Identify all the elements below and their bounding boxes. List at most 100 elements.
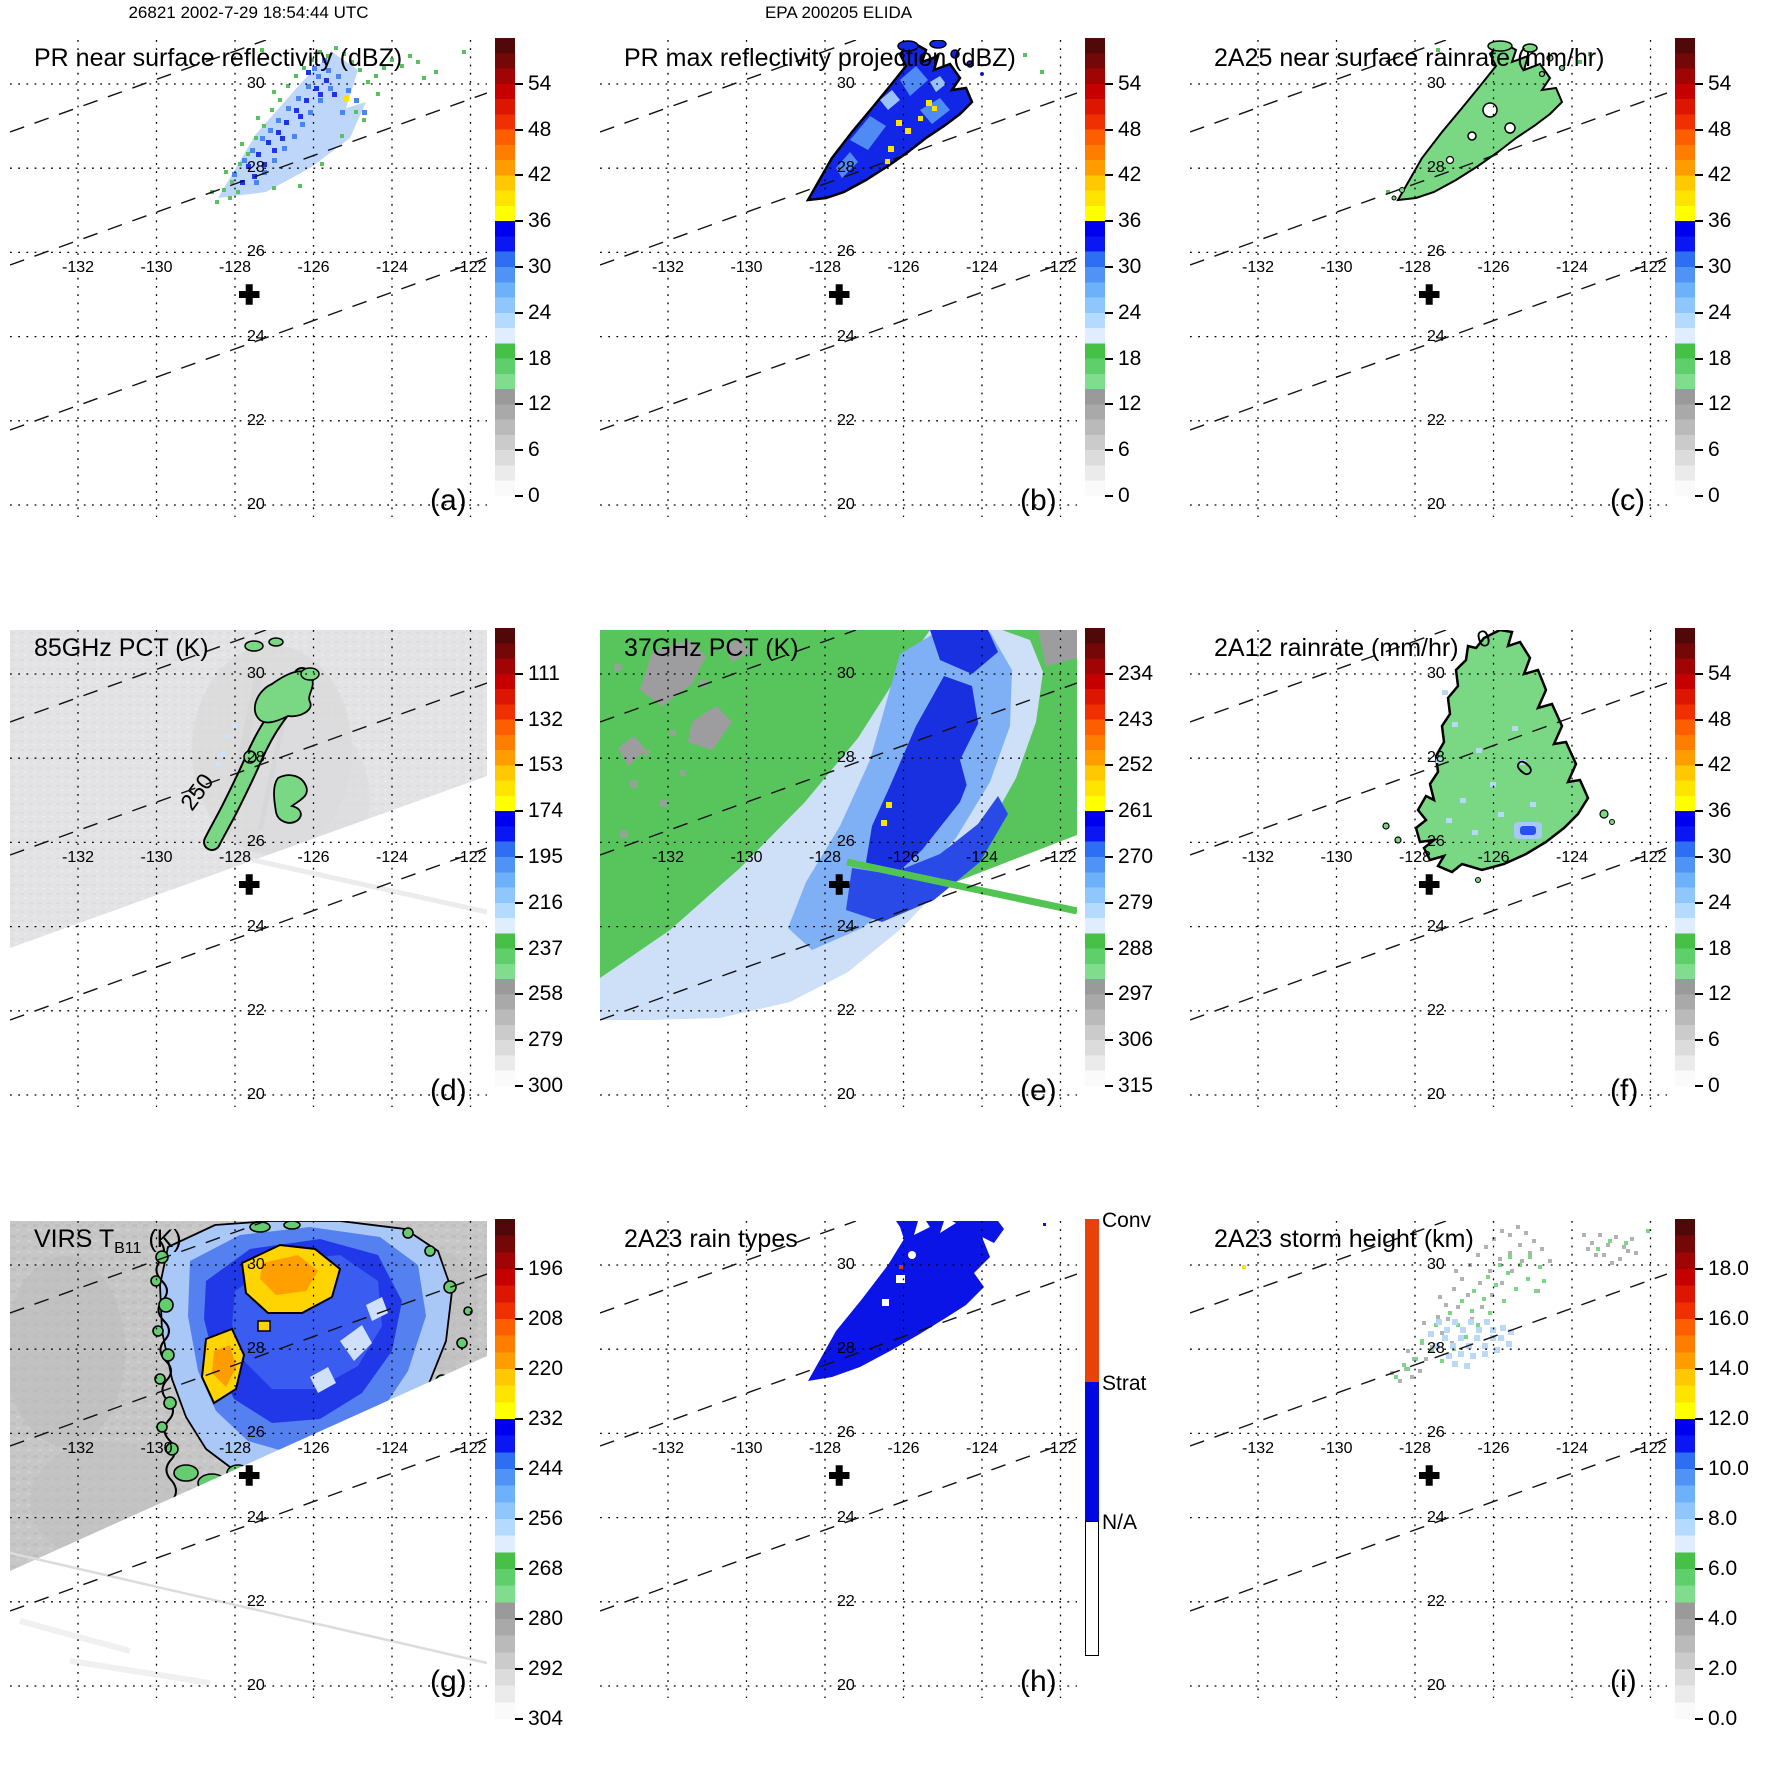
graticule-dotted-lines — [1190, 40, 1667, 517]
colorbar-tick-mark — [515, 357, 523, 360]
colorbar-tick-label: 6 — [1708, 438, 1720, 462]
panel-d: 250 -132 -130 -128 -126 -124 -122 30 28 26 24 22 20… — [0, 590, 590, 1180]
lat-tick-label: 26 — [247, 1424, 265, 1442]
colorbar-tick-label: 292 — [528, 1657, 564, 1680]
lon-tick-label: -130 — [1320, 849, 1353, 866]
lat-tick-label: 26 — [837, 833, 855, 851]
colorbar-tick-mark — [515, 718, 523, 721]
storm-center-marker — [239, 284, 260, 305]
colorbar-tick-mark — [1105, 901, 1113, 904]
map-grid-layer — [600, 1221, 1077, 1698]
swath-edge-dashed-lines — [600, 630, 1077, 1021]
colorbar-tick-mark — [1695, 1268, 1703, 1270]
lon-tick-label: -132 — [1241, 1440, 1275, 1457]
lat-tick-label: 22 — [1427, 411, 1445, 429]
colorbar-tick-mark — [515, 1318, 523, 1320]
lat-tick-label: 30 — [1427, 665, 1445, 682]
panel-f: 0 0 -132 -130 -128 -126 -124 -122 30 28 26 24 22 20… — [1180, 590, 1770, 1180]
lon-tick-label: -124 — [965, 849, 999, 866]
lat-tick-label: 28 — [247, 1340, 265, 1358]
panel-letter-label: (c) — [1610, 484, 1645, 517]
panel-letter-label: (g) — [430, 1665, 467, 1698]
colorbar-tick-label: 243 — [1118, 707, 1154, 731]
colorbar-tick-label: 0 — [1708, 1074, 1720, 1097]
colorbar-tick-label: 12 — [1118, 392, 1142, 416]
colorbar-tick-mark — [1105, 495, 1113, 497]
colorbar-tick-mark — [1105, 403, 1113, 406]
colorbar-tick-label: 36 — [1708, 209, 1732, 233]
lon-tick-label: -122 — [454, 259, 487, 276]
colorbar-tick-label: 306 — [1118, 1028, 1154, 1052]
colorbar-tick-label: 280 — [528, 1607, 564, 1630]
2a12-rainrate-art: 0 0 — [1382, 630, 1615, 883]
rain-type-segment-label: N/A — [1102, 1511, 1138, 1534]
lon-tick-label: -130 — [140, 259, 173, 276]
colorbar-gradient — [495, 1219, 515, 1719]
colorbar-tick-mark — [1695, 1518, 1703, 1520]
colorbar-tick-label: 18.0 — [1708, 1257, 1749, 1280]
colorbar: 111 132 153 174 195 216 237 258 279 300 — [495, 628, 590, 1148]
lat-tick-label: 20 — [247, 1677, 265, 1694]
swath-edge-dashed-lines — [10, 630, 487, 1021]
colorbar-tick-label: 12.0 — [1708, 1407, 1749, 1430]
map-grid-layer — [10, 1221, 487, 1698]
panel-b: EPA 200205 ELIDA -132 -130 -128 -126 -124 -12… — [590, 0, 1180, 590]
lat-tick-label: 22 — [837, 1592, 855, 1610]
lon-tick-label: -126 — [1477, 259, 1510, 276]
colorbar-tick-label: 30 — [528, 255, 552, 278]
panel-h: -132 -130 -128 -126 -124 -122 30 28 26 24 22 20 2A23… — [590, 1181, 1180, 1771]
colorbar-gradient — [1085, 38, 1105, 496]
storm-center-marker — [1419, 874, 1440, 895]
lat-tick-label: 28 — [247, 749, 265, 767]
graticule-dotted-lines — [1190, 630, 1667, 1107]
lon-tick-label: -132 — [1241, 849, 1275, 866]
colorbar-tick-label: 258 — [528, 982, 564, 1006]
colorbar-tick-mark — [515, 82, 523, 85]
rain-types-art — [808, 1221, 1046, 1381]
lat-tick-label: 24 — [1427, 917, 1445, 935]
lat-tick-label: 30 — [837, 1256, 855, 1273]
map-grid-layer — [600, 630, 1077, 1107]
lat-tick-label: 22 — [247, 1001, 265, 1019]
lon-tick-label: -128 — [808, 849, 842, 866]
panel-title: VIRS TB11 (K) — [34, 1225, 182, 1257]
lon-tick-label: -132 — [1241, 259, 1275, 276]
colorbar-tick-mark — [515, 1418, 523, 1420]
colorbar-tick-mark — [1105, 220, 1113, 223]
lat-tick-label: 30 — [837, 75, 855, 92]
lat-tick-label: 22 — [247, 1592, 265, 1610]
storm-name-supertitle: EPA 200205 ELIDA — [764, 3, 913, 22]
colorbar-tick-mark — [1695, 1368, 1703, 1370]
colorbar-tick-label: 30 — [1708, 845, 1732, 868]
lat-tick-label: 24 — [837, 1508, 855, 1526]
lat-tick-label: 24 — [1427, 327, 1445, 345]
panel-letter-label: (i) — [1610, 1665, 1637, 1698]
lat-tick-label: 26 — [1427, 243, 1445, 261]
colorbar-tick-mark — [1695, 174, 1703, 177]
lon-tick-label: -132 — [651, 849, 685, 866]
colorbar-tick-mark — [515, 311, 523, 314]
colorbar-tick-mark — [1695, 220, 1703, 223]
colorbar-tick-label: 54 — [1708, 71, 1732, 95]
colorbar-tick-mark — [1105, 311, 1113, 314]
lon-tick-label: -124 — [1555, 1440, 1589, 1457]
colorbar: 54 48 42 36 30 24 18 12 6 0 — [1085, 38, 1180, 558]
graticule-dotted-lines — [600, 630, 1077, 1107]
colorbar-tick-mark — [1695, 764, 1703, 767]
lat-tick-label: 24 — [247, 1508, 265, 1526]
colorbar-tick-mark — [515, 672, 523, 675]
colorbar-tick-mark — [515, 1718, 523, 1720]
colorbar-tick-mark — [515, 901, 523, 904]
colorbar-tick-label: 42 — [1118, 163, 1142, 187]
panel-title: 85GHz PCT (K) — [34, 634, 209, 662]
colorbar-tick-label: 18 — [1708, 936, 1732, 960]
colorbar-tick-label: 14.0 — [1708, 1357, 1749, 1380]
colorbar-tick-mark — [515, 128, 523, 131]
lat-tick-label: 28 — [1427, 159, 1445, 177]
lon-tick-label: -130 — [1320, 259, 1353, 276]
colorbar-tick-label: 0 — [1118, 484, 1130, 507]
map-a: -132 -130 -128 -126 -124 -122 30 28 26 24 22 20 PR n… — [10, 40, 487, 517]
panel-letter-label: (a) — [430, 484, 467, 517]
panel-title: 2A25 near surface rainrate (mm/hr) — [1214, 44, 1605, 72]
